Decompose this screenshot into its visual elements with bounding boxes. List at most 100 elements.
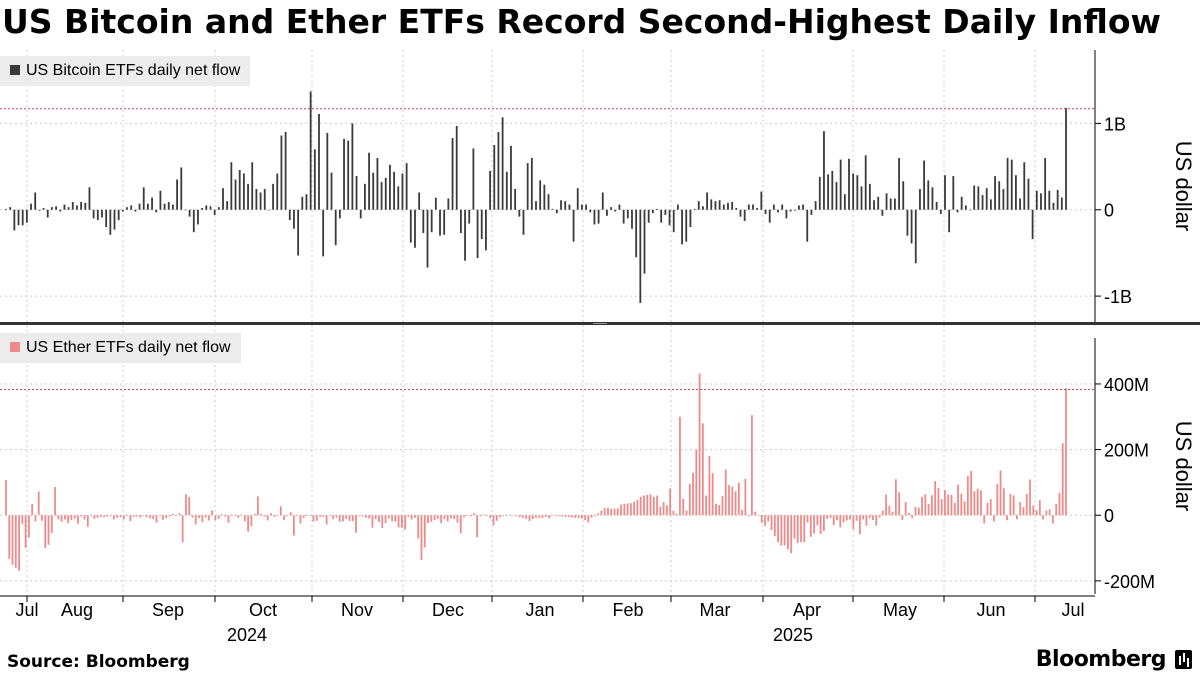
btc-bar (1027, 178, 1030, 210)
btc-bar (142, 187, 145, 210)
btc-bar (656, 208, 658, 210)
btc-bar (881, 209, 884, 216)
btc-bar (948, 209, 951, 233)
btc-bar (201, 208, 204, 210)
eth-bar (715, 503, 717, 516)
eth-bar (515, 515, 518, 517)
eth-bar (754, 511, 757, 516)
eth-y-tick-label: 200M (1104, 441, 1149, 461)
eth-bar (522, 515, 524, 518)
btc-bar (522, 209, 525, 235)
btc-bar (681, 209, 683, 245)
btc-bar (138, 203, 141, 210)
btc-bar (618, 204, 621, 210)
btc-bar (364, 183, 366, 210)
eth-bar (34, 515, 37, 522)
eth-bar (472, 513, 475, 516)
x-month-label: Feb (612, 600, 643, 620)
btc-bar (301, 196, 304, 210)
eth-bar (273, 515, 276, 517)
btc-bar (430, 209, 433, 233)
btc-bar (1056, 189, 1059, 210)
eth-bar (70, 515, 73, 521)
eth-bar (18, 515, 20, 571)
eth-bar (86, 515, 89, 527)
eth-bar (433, 515, 436, 521)
eth-bar (450, 515, 452, 519)
bloomberg-chart-icon (1175, 650, 1192, 669)
btc-bar (593, 209, 596, 225)
eth-bar (757, 515, 760, 516)
btc-bar (259, 192, 262, 210)
btc-bar (706, 192, 708, 210)
eth-bar (564, 515, 567, 517)
eth-bar (773, 515, 776, 537)
eth-bar (593, 515, 596, 517)
eth-y-tick-label: 0 (1104, 506, 1114, 526)
eth-bar (950, 494, 953, 516)
btc-bar (555, 209, 558, 214)
btc-bar (518, 209, 521, 217)
btc-bar (568, 204, 571, 210)
btc-bar (848, 158, 850, 210)
eth-bar (783, 515, 786, 546)
eth-bar (230, 515, 233, 516)
eth-bar (908, 512, 910, 516)
eth-bar (283, 515, 285, 521)
eth-bar (551, 515, 554, 516)
eth-bar (888, 505, 891, 516)
eth-bar (296, 515, 299, 516)
eth-bar (800, 515, 802, 543)
btc-bar (280, 135, 283, 210)
eth-bar (1065, 388, 1067, 516)
btc-bar (722, 204, 725, 210)
eth-bar (54, 487, 56, 516)
btc-bar (689, 209, 692, 228)
eth-bar (482, 514, 485, 516)
eth-bar (171, 513, 174, 516)
btc-bar (501, 117, 504, 210)
btc-bar (543, 184, 546, 210)
eth-bar (839, 515, 842, 528)
btc-bar (372, 172, 375, 210)
eth-bar (528, 515, 531, 522)
x-month-label: Jun (976, 600, 1005, 620)
eth-bar (260, 513, 263, 516)
eth-bar (11, 515, 14, 565)
btc-bar (134, 209, 137, 212)
bitcoin-legend-label: US Bitcoin ETFs daily net flow (26, 62, 241, 79)
btc-bar (889, 198, 892, 210)
eth-bar (845, 515, 848, 521)
eth-bar (767, 515, 770, 522)
eth-bar (1009, 493, 1012, 516)
btc-bar (234, 179, 237, 210)
eth-bar (695, 449, 698, 516)
btc-bar (451, 138, 454, 210)
eth-bar (1022, 507, 1025, 516)
btc-bar (789, 209, 792, 212)
eth-bar (960, 493, 963, 516)
btc-bar (288, 209, 291, 221)
btc-bar (167, 201, 170, 210)
eth-bar (865, 515, 868, 526)
eth-bar (823, 515, 825, 531)
btc-bar (63, 204, 66, 210)
eth-bar (440, 515, 443, 524)
eth-bar (1012, 495, 1015, 516)
eth-bar (692, 472, 694, 516)
eth-bar (378, 515, 380, 523)
btc-bar (672, 209, 675, 233)
btc-bar (1019, 198, 1021, 210)
bitcoin-panel (0, 91, 1095, 304)
eth-bar (394, 515, 397, 522)
btc-bar (898, 157, 900, 210)
btc-bar (747, 204, 750, 210)
btc-bar (960, 196, 963, 210)
eth-bar (682, 498, 685, 516)
eth-bar (315, 515, 318, 521)
btc-bar (998, 181, 1001, 210)
eth-bar (332, 515, 335, 520)
eth-bar (577, 515, 580, 519)
x-month-label: May (883, 600, 917, 620)
eth-bar (270, 513, 272, 516)
